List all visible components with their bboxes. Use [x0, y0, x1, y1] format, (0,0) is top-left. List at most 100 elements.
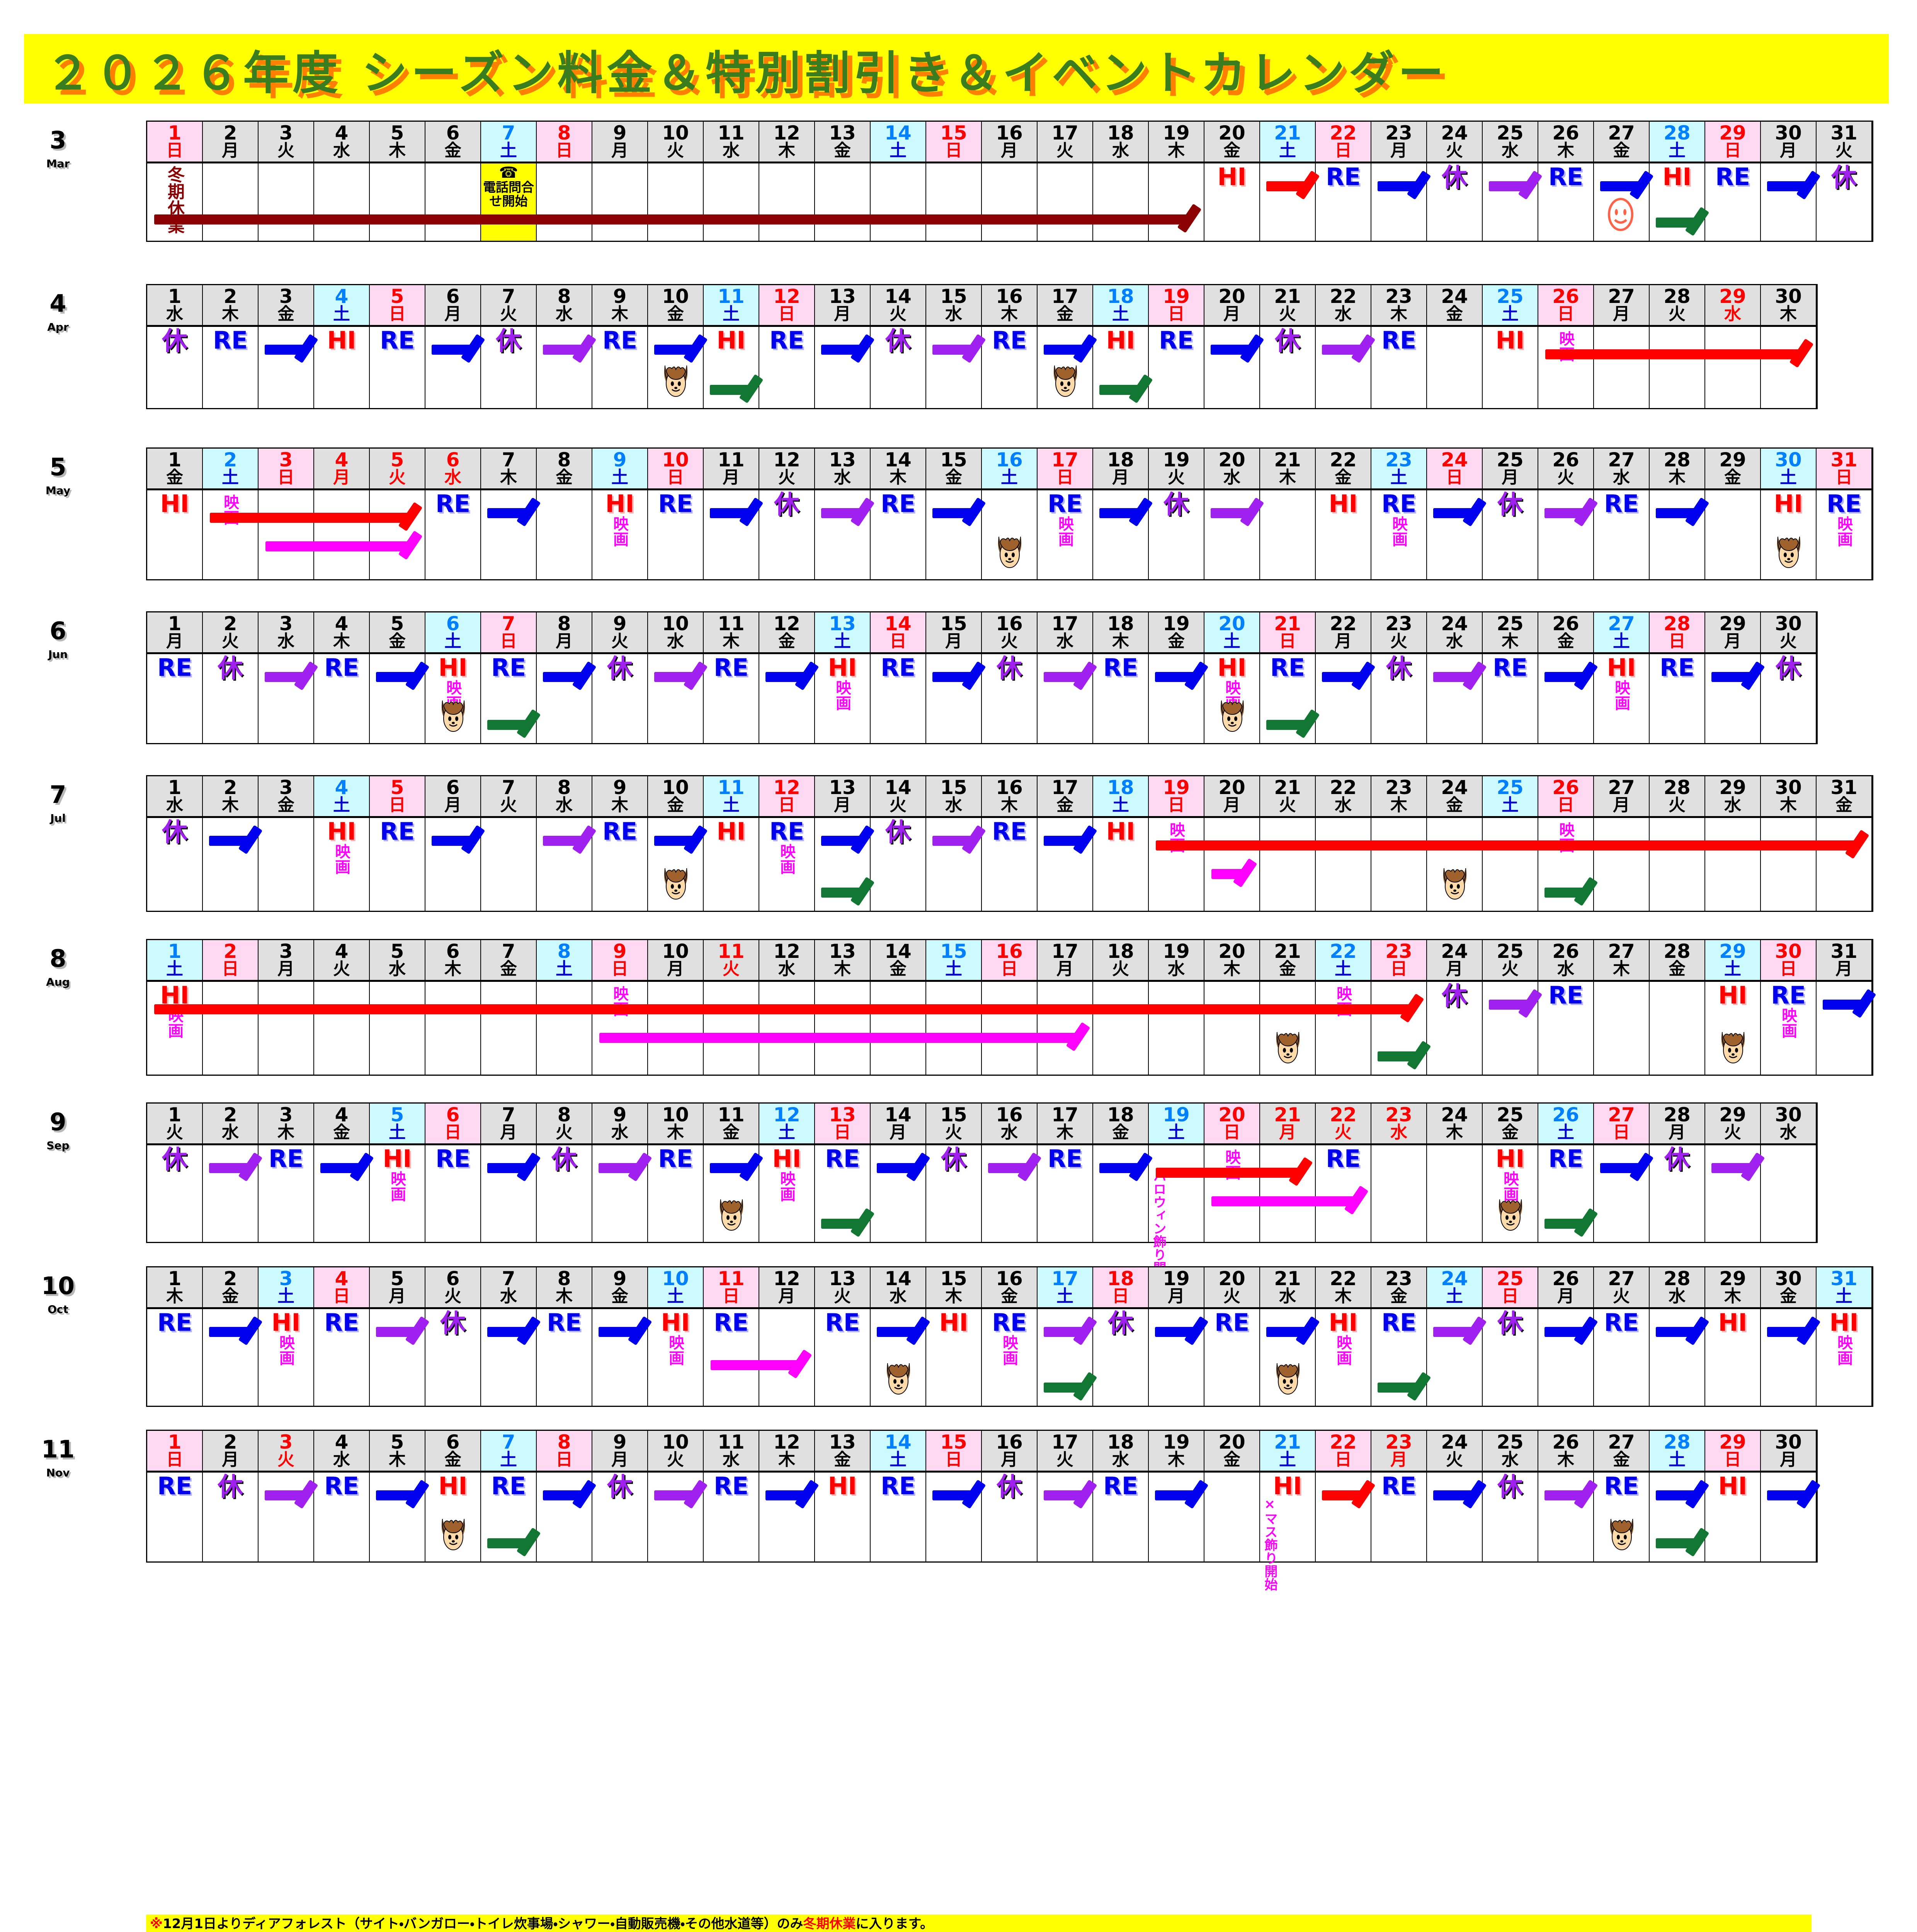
- day-cell[interactable]: 22 日 RE: [1316, 122, 1371, 241]
- day-cell[interactable]: 27 日: [1594, 1104, 1650, 1242]
- day-cell[interactable]: 17 土: [1038, 1267, 1093, 1406]
- day-cell[interactable]: 1 土 HI 映画: [147, 940, 203, 1075]
- day-cell[interactable]: 10 火: [648, 1431, 704, 1561]
- day-cell[interactable]: 23 木 RE: [1371, 285, 1427, 408]
- day-cell[interactable]: 30 火休: [1761, 612, 1817, 743]
- day-cell[interactable]: 27 金: [1594, 122, 1650, 241]
- day-cell[interactable]: 9 日映画: [592, 940, 648, 1075]
- day-cell[interactable]: 17 火: [1038, 1431, 1093, 1561]
- day-cell[interactable]: 1 日冬期休業: [147, 122, 203, 241]
- day-cell[interactable]: 29 木 HI: [1705, 1267, 1761, 1406]
- day-cell[interactable]: 11 土 HI: [704, 285, 759, 408]
- day-cell[interactable]: 22 火 RE: [1316, 1104, 1371, 1242]
- day-cell[interactable]: 25 水: [1483, 122, 1538, 241]
- day-cell[interactable]: 16 水: [982, 1104, 1038, 1242]
- day-cell[interactable]: 10 水: [648, 612, 704, 743]
- day-cell[interactable]: 6 水 RE: [425, 449, 481, 579]
- day-cell[interactable]: 27 月: [1594, 776, 1650, 911]
- day-cell[interactable]: 11 日 RE: [704, 1267, 759, 1406]
- day-cell[interactable]: 13 金 HI: [815, 1431, 871, 1561]
- day-cell[interactable]: 15 木 HI: [926, 1267, 982, 1406]
- day-cell[interactable]: 19 土ハロウィン飾り開始: [1149, 1104, 1204, 1287]
- day-cell[interactable]: 30 月: [1761, 122, 1817, 241]
- day-cell[interactable]: 31 金: [1817, 776, 1872, 911]
- day-cell[interactable]: 4 木 RE: [314, 612, 370, 743]
- day-cell[interactable]: 18 土 HI: [1093, 285, 1149, 408]
- day-cell[interactable]: 26 木 RE: [1538, 122, 1594, 241]
- day-cell[interactable]: 12 土 HI 映画: [759, 1104, 815, 1242]
- day-cell[interactable]: 22 水: [1316, 285, 1371, 408]
- day-cell[interactable]: 21 木: [1260, 449, 1316, 579]
- day-cell[interactable]: 31 月: [1817, 940, 1872, 1075]
- day-cell[interactable]: 16 火休: [982, 612, 1038, 743]
- day-cell[interactable]: 11 金: [704, 1104, 759, 1242]
- day-cell[interactable]: 23 月: [1371, 122, 1427, 241]
- day-cell[interactable]: 7 土 ☎ 電話問合せ開始: [481, 122, 537, 241]
- day-cell[interactable]: 5 日 RE: [370, 776, 425, 911]
- day-cell[interactable]: 14 水: [871, 1267, 926, 1406]
- day-cell[interactable]: 13 火 RE: [815, 1267, 871, 1406]
- day-cell[interactable]: 13 水: [815, 449, 871, 579]
- day-cell[interactable]: 31 日 RE 映画: [1817, 449, 1872, 579]
- day-cell[interactable]: 15 火休: [926, 1104, 982, 1242]
- day-cell[interactable]: 17 木 RE: [1038, 1104, 1093, 1242]
- day-cell[interactable]: 23 金 RE: [1371, 1267, 1427, 1406]
- day-cell[interactable]: 25 土: [1483, 776, 1538, 911]
- day-cell[interactable]: 13 月: [815, 285, 871, 408]
- day-cell[interactable]: 29 水: [1705, 285, 1761, 408]
- day-cell[interactable]: 28 日 RE: [1650, 612, 1705, 743]
- day-cell[interactable]: 23 日: [1371, 940, 1427, 1075]
- day-cell[interactable]: 17 金: [1038, 776, 1093, 911]
- day-cell[interactable]: 24 金: [1427, 285, 1483, 408]
- day-cell[interactable]: 13 土 HI 映画: [815, 612, 871, 743]
- day-cell[interactable]: 14 火休: [871, 776, 926, 911]
- day-cell[interactable]: 26 金: [1538, 612, 1594, 743]
- day-cell[interactable]: 10 月: [648, 940, 704, 1075]
- day-cell[interactable]: 1 月 RE: [147, 612, 203, 743]
- day-cell[interactable]: 26 日映画: [1538, 776, 1594, 911]
- day-cell[interactable]: 21 土 HI ×マス飾り開始: [1260, 1431, 1316, 1591]
- day-cell[interactable]: 2 土映画: [203, 449, 259, 579]
- day-cell[interactable]: 11 土 HI: [704, 776, 759, 911]
- day-cell[interactable]: 29 月: [1705, 612, 1761, 743]
- day-cell[interactable]: 17 金: [1038, 285, 1093, 408]
- day-cell[interactable]: 28 土 HI: [1650, 122, 1705, 241]
- day-cell[interactable]: 4 土 HI: [314, 285, 370, 408]
- day-cell[interactable]: 12 日 RE 映画: [759, 776, 815, 911]
- day-cell[interactable]: 23 木: [1371, 776, 1427, 911]
- day-cell[interactable]: 7 土 RE: [481, 1431, 537, 1561]
- day-cell[interactable]: 29 日 HI: [1705, 1431, 1761, 1561]
- day-cell[interactable]: 2 木 RE: [203, 285, 259, 408]
- day-cell[interactable]: 6 土 HI 映画: [425, 612, 481, 743]
- day-cell[interactable]: 4 土 HI 映画: [314, 776, 370, 911]
- day-cell[interactable]: 11 木 RE: [704, 612, 759, 743]
- day-cell[interactable]: 12 金: [759, 612, 815, 743]
- day-cell[interactable]: 21 月: [1260, 1104, 1316, 1242]
- day-cell[interactable]: 24 月休: [1427, 940, 1483, 1075]
- day-cell[interactable]: 11 水 RE: [704, 1431, 759, 1561]
- day-cell[interactable]: 23 土 RE 映画: [1371, 449, 1427, 579]
- day-cell[interactable]: 15 日: [926, 122, 982, 241]
- day-cell[interactable]: 24 日: [1427, 449, 1483, 579]
